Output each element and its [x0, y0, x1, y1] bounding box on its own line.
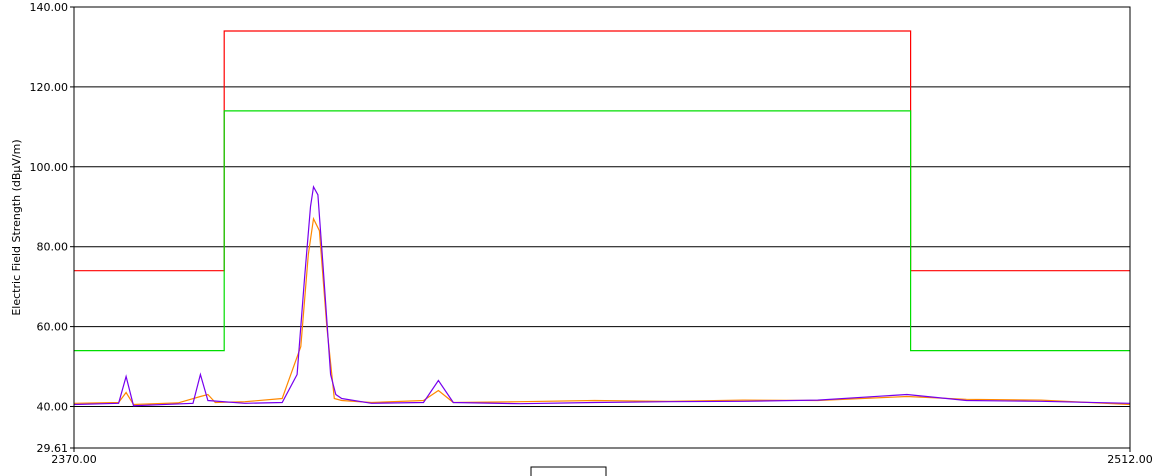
y-tick-label: 120.00 [30, 81, 69, 94]
y-tick-label: 140.00 [30, 1, 69, 14]
y-tick-label: 100.00 [30, 161, 69, 174]
series-layer [73, 30, 1131, 407]
series-line-0 [74, 30, 1130, 272]
ticks: 140.00 120.00 100.00 80.00 60.00 40.00 29.6123… [30, 1, 1153, 466]
x-tick-label: 2370.00 [51, 453, 97, 466]
gridlines [74, 86, 1130, 407]
y-axis-label: Electric Field Strength (dBµV/m) [10, 139, 23, 315]
series-line-2 [73, 216, 1131, 406]
y-tick-label: 60.00 [37, 321, 69, 334]
legend-box [530, 466, 607, 476]
series-line-3 [73, 184, 1131, 407]
y-tick-label: 80.00 [37, 241, 69, 254]
series-line-1 [74, 110, 1130, 352]
y-tick-label: 29.61 [37, 442, 69, 455]
x-tick-label: 2512.00 [1107, 453, 1153, 466]
y-tick-label: 40.00 [37, 400, 69, 413]
plot-frame [73, 6, 1131, 449]
